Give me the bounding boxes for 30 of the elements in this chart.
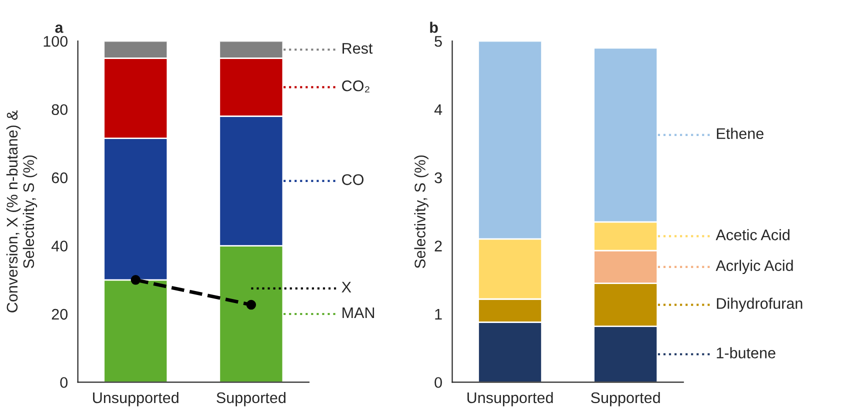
y-tick-label: 0: [434, 377, 442, 388]
text: X: [342, 282, 352, 292]
y-tick-label: 1: [435, 309, 442, 320]
y-tick-label: 2: [434, 240, 442, 252]
x-tick-label: Supported: [216, 392, 286, 406]
y-tick-label: 0: [60, 377, 68, 388]
legend-label: 1-butene: [716, 347, 776, 358]
y-tick-label: 40: [51, 240, 68, 252]
y-tick-label: 5: [434, 36, 442, 47]
x-tick-label: Unsupported: [93, 392, 178, 406]
y-tick-label: 80: [52, 104, 68, 116]
y-tick-label: 4: [434, 104, 442, 115]
legend-label: CO: [342, 174, 364, 186]
legend-label: Rest: [342, 43, 373, 54]
y-tick-label: 20: [52, 308, 68, 320]
chart-title: b: [430, 22, 438, 33]
legend-label: MAN: [342, 307, 374, 318]
legend-label: Dihydrofuran: [716, 298, 802, 312]
y-tick-label: 100: [44, 36, 68, 47]
y-tick-label: 60: [52, 172, 68, 184]
y-tick-label: 3: [434, 172, 442, 184]
x-tick-label: Unsupported: [467, 392, 553, 406]
x-tick-label: Supported: [591, 392, 660, 406]
legend-label: Acrlyic Acid: [716, 260, 793, 274]
y-axis-title: Selectivity, S (%): [414, 155, 428, 268]
chart-title: a: [55, 24, 64, 33]
legend-label: Acetic Acid: [716, 229, 790, 240]
legend-label: CO₂: [342, 80, 370, 92]
y-axis-title: Conversion, X (% n-butane) & Selectivity, S (%): [6, 110, 38, 312]
legend-label: Ethene: [716, 128, 764, 140]
